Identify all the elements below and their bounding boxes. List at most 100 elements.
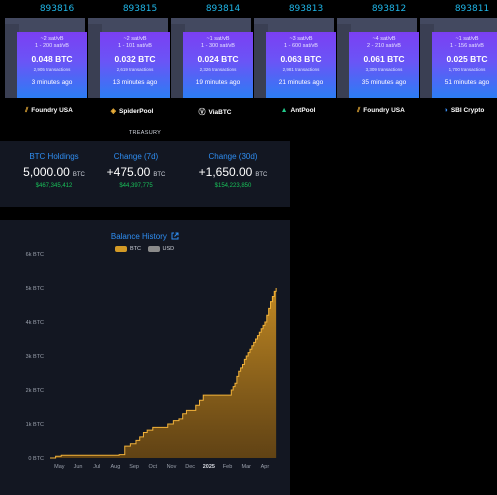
block-height[interactable]: 893812 <box>371 4 407 14</box>
median-fee: ~2 sat/vB <box>123 36 147 42</box>
block-top-face <box>171 18 251 32</box>
stat-unit: BTC <box>72 172 85 178</box>
x-tick-label: Apr <box>261 464 270 470</box>
time-ago: 3 minutes ago <box>31 79 73 86</box>
time-ago: 13 minutes ago <box>112 79 158 86</box>
stat-card: Change (30d) +1,650.00 BTC $154,223,850 <box>185 152 281 189</box>
y-tick-label: 6k BTC <box>26 252 44 258</box>
mining-pool[interactable]: Ⓥ ViaBTC <box>175 107 255 117</box>
block-top-face <box>337 18 417 32</box>
legend-item-btc[interactable]: BTC <box>115 246 141 252</box>
balance-chart: 0 BTC 1k BTC 2k BTC 3k BTC 4k BTC 5k BTC 6k BT… <box>26 252 277 470</box>
mining-pool[interactable]: ⫽ Foundry USA <box>9 107 89 115</box>
median-fee: ~2 sat/vB <box>40 36 64 42</box>
x-tick-label: Dec <box>185 464 195 470</box>
usd-swatch <box>147 246 160 252</box>
total-fees: 0.025 BTC <box>446 54 488 64</box>
x-tick-label: May <box>54 464 65 470</box>
block-front-face: ~2 sat/vB 1 - 101 sat/vB 0.032 BTC 2,619 tr… <box>100 32 170 98</box>
x-tick-label: Nov <box>167 464 177 470</box>
median-fee: ~4 sat/vB <box>372 36 396 42</box>
viabtc-icon: Ⓥ <box>198 109 206 116</box>
block-top-face <box>420 18 497 32</box>
block-height[interactable]: 893814 <box>205 4 241 14</box>
fee-span: 1 - 200 sat/vB <box>35 43 69 49</box>
chart-title[interactable]: Balance History <box>110 232 167 241</box>
x-tick-label: Mar <box>241 464 251 470</box>
pool-name: SpiderPool <box>119 108 154 115</box>
median-fee: ~1 sat/vB <box>455 36 479 42</box>
block-side-face <box>337 24 351 98</box>
legend-item-usd[interactable]: USD <box>147 246 175 253</box>
stat-unit: BTC <box>255 172 268 178</box>
block-card[interactable]: ~2 sat/vB 1 - 101 sat/vB 0.032 BTC 2,619 tr… <box>88 18 170 98</box>
x-tick-label: Oct <box>149 464 158 470</box>
tx-count: 3,309 transactions <box>365 67 403 72</box>
block-height[interactable]: 893815 <box>122 4 158 14</box>
mining-pool[interactable]: ◈ SpiderPool <box>92 107 172 115</box>
external-link-icon[interactable] <box>171 232 179 242</box>
fee-span: 1 - 300 sat/vB <box>201 43 235 49</box>
block-height[interactable]: 893813 <box>288 4 324 14</box>
block-front-face: ~1 sat/vB 1 - 300 sat/vB 0.024 BTC 2,326 tr… <box>183 32 253 98</box>
foundry-icon: ⫽ <box>357 107 361 114</box>
block-height[interactable]: 893816 <box>39 4 75 14</box>
x-tick-label: 2025 <box>203 464 215 470</box>
stat-usd: $154,223,850 <box>214 183 252 189</box>
x-tick-label: Sep <box>129 464 139 470</box>
tx-count: 2,981 transactions <box>282 67 320 72</box>
mining-pool[interactable]: ◑ SBI Crypto <box>424 107 497 114</box>
block-side-face <box>88 24 102 98</box>
stats-panel <box>0 141 290 207</box>
block-card[interactable]: ~1 sat/vB 1 - 300 sat/vB 0.024 BTC 2,326 tr… <box>171 18 253 98</box>
x-tick-label: Jul <box>93 464 100 470</box>
pool-name: SBI Crypto <box>450 107 485 114</box>
block-front-face: ~3 sat/vB 1 - 600 sat/vB 0.063 BTC 2,981 tr… <box>266 32 336 98</box>
stat-value: 5,000.00 <box>23 165 70 179</box>
total-fees: 0.061 BTC <box>363 54 405 64</box>
time-ago: 21 minutes ago <box>278 79 324 86</box>
block-top-face <box>5 18 85 32</box>
pool-name: AntPool <box>290 107 316 114</box>
block-card[interactable]: ~2 sat/vB 1 - 200 sat/vB 0.048 BTC 2,905 tr… <box>5 18 87 98</box>
block-height[interactable]: 893811 <box>454 4 490 14</box>
mining-pool[interactable]: ▲ AntPool <box>258 107 338 114</box>
stat-usd: $44,397,775 <box>119 183 153 189</box>
y-tick-label: 4k BTC <box>26 320 44 326</box>
block-card[interactable]: ~1 sat/vB 1 - 156 sat/vB 0.025 BTC 1,700 tr… <box>420 18 497 98</box>
block-card[interactable]: ~3 sat/vB 1 - 600 sat/vB 0.063 BTC 2,981 tr… <box>254 18 336 98</box>
mining-pool[interactable]: ⫽ Foundry USA <box>341 107 421 115</box>
antpool-icon: ▲ <box>280 107 288 114</box>
block-front-face: ~4 sat/vB 2 - 210 sat/vB 0.061 BTC 3,309 tr… <box>349 32 419 98</box>
btc-series-line[interactable] <box>50 288 277 459</box>
stat-card: BTC Holdings 5,000.00 BTC $467,345,412 <box>6 152 102 189</box>
block-side-face <box>171 24 185 98</box>
stat-card: Change (7d) +475.00 BTC $44,397,775 <box>88 152 184 189</box>
btc-series-area[interactable] <box>50 288 277 458</box>
fee-span: 1 - 156 sat/vB <box>450 43 484 49</box>
y-tick-label: 3k BTC <box>26 354 44 360</box>
treasury-label: TREASURY <box>128 130 162 136</box>
fee-span: 1 - 101 sat/vB <box>118 43 152 49</box>
block-side-face <box>420 24 434 98</box>
total-fees: 0.032 BTC <box>114 54 156 64</box>
fee-span: 2 - 210 sat/vB <box>367 43 401 49</box>
stat-title: BTC Holdings <box>29 152 79 161</box>
median-fee: ~1 sat/vB <box>206 36 230 42</box>
time-ago: 51 minutes ago <box>444 79 490 86</box>
block-side-face <box>254 24 268 98</box>
legend-label-usd: USD <box>162 246 175 253</box>
time-ago: 19 minutes ago <box>195 79 241 86</box>
stat-value: +1,650.00 <box>198 165 253 179</box>
x-tick-label: Jun <box>74 464 83 470</box>
pool-name: Foundry USA <box>363 107 405 114</box>
total-fees: 0.063 BTC <box>280 54 322 64</box>
tx-count: 1,700 transactions <box>448 67 486 72</box>
sbi-icon: ◑ <box>443 107 448 114</box>
chart-title-row[interactable]: Balance History <box>0 232 290 242</box>
block-card[interactable]: ~4 sat/vB 2 - 210 sat/vB 0.061 BTC 3,309 tr… <box>337 18 419 98</box>
btc-swatch <box>115 246 127 252</box>
pool-name: Foundry USA <box>31 107 73 114</box>
total-fees: 0.048 BTC <box>31 54 73 64</box>
block-top-face <box>254 18 334 32</box>
